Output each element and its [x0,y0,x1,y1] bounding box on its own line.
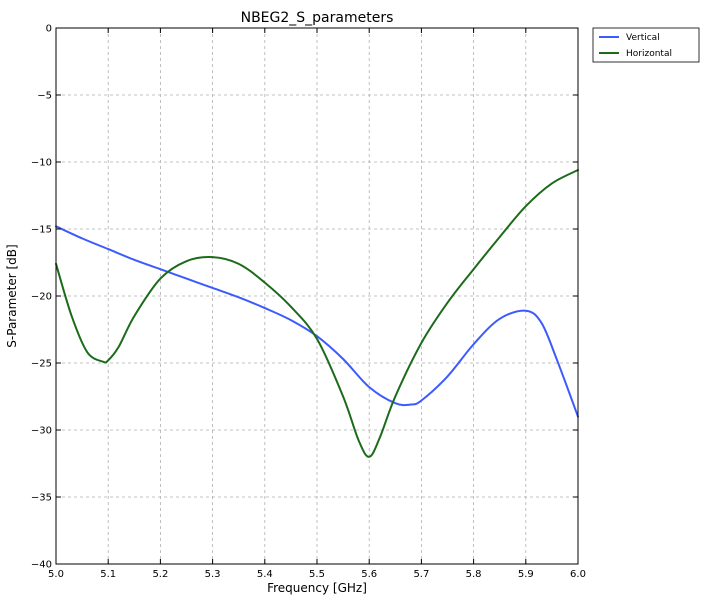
x-tick-label: 5.5 [309,569,325,580]
y-tick-labels: 0 −5 −10 −15 −20 −25 −30 −35 −40 [31,24,52,571]
grid-lines [56,28,578,564]
legend-label-vertical: Vertical [626,33,660,43]
y-tick-label: −35 [31,493,52,504]
legend-label-horizontal: Horizontal [626,49,672,59]
x-tick-label: 5.6 [361,569,377,580]
chart-title: NBEG2_S_parameters [241,10,394,26]
x-tick-label: 5.0 [48,569,64,580]
y-tick-label: −40 [31,560,52,571]
y-tick-label: −30 [31,426,52,437]
x-tick-label: 5.2 [152,569,168,580]
legend: Vertical Horizontal [592,27,700,63]
x-tick-label: 5.7 [413,569,429,580]
x-axis-label: Frequency [GHz] [267,581,367,595]
y-tick-label: −20 [31,292,52,303]
x-tick-label: 5.8 [466,569,482,580]
y-tick-label: −25 [31,359,52,370]
x-tick-label: 5.9 [518,569,534,580]
x-tick-label: 6.0 [570,569,586,580]
y-tick-label: 0 [46,24,52,35]
tick-marks [55,27,579,565]
series-line-horizontal [55,169,579,458]
y-tick-label: −15 [31,225,52,236]
x-tick-label: 5.3 [205,569,221,580]
legend-box [592,27,700,63]
x-tick-label: 5.4 [257,569,273,580]
x-tick-labels: 5.0 5.1 5.2 5.3 5.4 5.5 5.6 5.7 5.8 5.9 6.0 [48,569,586,580]
x-tick-label: 5.1 [100,569,116,580]
y-tick-label: −5 [37,91,52,102]
y-tick-label: −10 [31,158,52,169]
series-line-vertical [55,225,579,418]
y-axis-label: S-Parameter [dB] [5,244,19,347]
series-layer [55,169,579,458]
